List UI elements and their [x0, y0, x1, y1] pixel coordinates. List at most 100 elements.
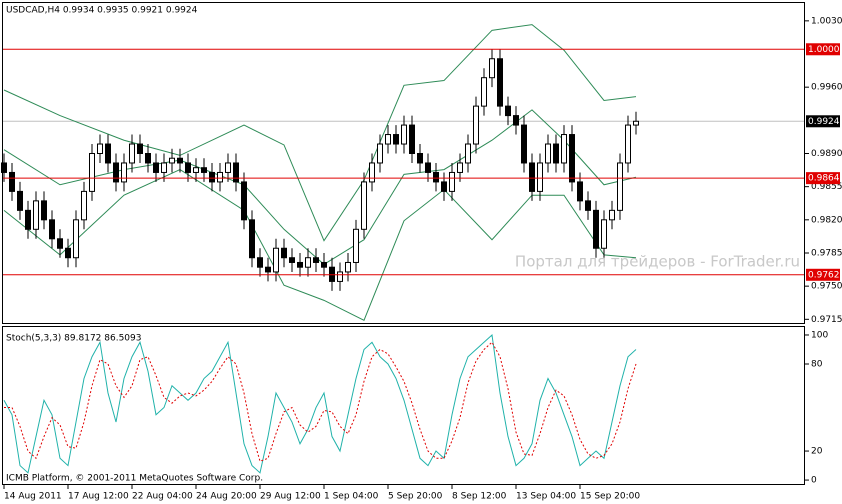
candle-body [233, 162, 239, 183]
candle-body [625, 124, 631, 164]
candle-body [457, 162, 463, 173]
candle-body [609, 209, 615, 221]
candle-body [321, 261, 327, 268]
y-tick-label: 0.9820 [811, 215, 842, 225]
candle-body [313, 257, 319, 263]
y-tick-label: 1.0030 [811, 16, 842, 26]
candle-body [369, 162, 375, 183]
candle-body [89, 152, 95, 192]
candle-body [33, 200, 39, 230]
candle-body [185, 162, 191, 173]
candle-body [529, 162, 535, 192]
candle-body [585, 200, 591, 211]
candle-body [401, 124, 407, 145]
candle-body [361, 181, 367, 230]
x-tick-label: 15 Sep 20:00 [580, 492, 640, 502]
candle-body [305, 257, 311, 268]
candle-body [601, 219, 607, 249]
x-tick-label: 13 Sep 04:00 [516, 492, 576, 502]
candle-body [273, 247, 279, 273]
x-tick-label: 8 Sep 12:00 [452, 492, 507, 502]
candle-body [569, 134, 575, 183]
x-tick-label: 22 Aug 04:00 [132, 492, 193, 502]
level-label: 1.0000 [808, 45, 840, 55]
band-line [3, 109, 637, 265]
candle-body [129, 143, 135, 164]
candle-body [193, 167, 199, 173]
y-tick-label: 0.9715 [811, 315, 842, 325]
candle-body [425, 162, 431, 173]
candle-body [409, 124, 415, 154]
candle-body [153, 162, 159, 173]
candle-body [473, 105, 479, 145]
candle-body [97, 143, 103, 154]
y-tick-label: 80 [811, 359, 823, 369]
candle-body [225, 162, 231, 173]
candle-body [257, 257, 263, 268]
y-tick-label: 0.9960 [811, 83, 842, 93]
candle-body [265, 266, 271, 273]
level-label: 0.9762 [808, 270, 840, 280]
candle-body [49, 219, 55, 240]
candle-body [57, 238, 63, 249]
candle-body [417, 152, 423, 164]
candle-body [1, 162, 7, 173]
chart-title: USDCAD,H4 0.9934 0.9935 0.9921 0.9924 [6, 6, 198, 16]
candle-body [593, 209, 599, 249]
candle-body [73, 219, 79, 259]
indicator-title: Stoch(5,3,3) 89.8172 86.5093 [6, 334, 141, 344]
candle-body [537, 162, 543, 192]
candle-body [25, 209, 31, 230]
last-price-label: 0.9924 [808, 117, 840, 127]
candle-body [41, 200, 47, 221]
candle-body [137, 143, 143, 154]
watermark: Портал для трейдеров - ForTrader.ru [515, 253, 800, 271]
candle-body [113, 162, 119, 183]
candle-body [105, 143, 111, 164]
level-label-box [806, 43, 840, 56]
level-label-box [806, 268, 840, 281]
x-tick-label: 1 Sep 04:00 [324, 492, 379, 502]
candle-body [209, 171, 215, 183]
candle-body [433, 171, 439, 183]
candle-body [201, 167, 207, 173]
candle-body [513, 115, 519, 126]
candle-body [241, 181, 247, 221]
candle-body [81, 190, 87, 221]
candle-body [449, 171, 455, 192]
candle-body [177, 157, 183, 164]
candle-body [633, 120, 639, 126]
candle-body [161, 162, 167, 173]
y-tick-label: 0.9785 [811, 248, 842, 258]
y-tick-label: 0.9750 [811, 282, 842, 292]
level-label-box [806, 172, 840, 185]
x-tick-label: 24 Aug 20:00 [196, 492, 257, 502]
candle-body [17, 190, 23, 211]
candle-body [281, 247, 287, 259]
footer: ICMB Platform, © 2001-2011 MetaQuotes So… [6, 474, 263, 484]
stoch-line [3, 333, 637, 474]
candle-body [553, 143, 559, 164]
candle-body [289, 257, 295, 263]
candle-body [121, 162, 127, 183]
candle-body [577, 181, 583, 202]
candle-body [217, 171, 223, 183]
x-tick-label: 14 Aug 2011 [4, 492, 62, 502]
candle-body [545, 143, 551, 164]
candle-body [393, 134, 399, 145]
x-tick-label: 29 Aug 12:00 [260, 492, 321, 502]
candle-body [441, 181, 447, 192]
last-price-box [806, 115, 840, 128]
candle-body [353, 228, 359, 263]
y-tick-label: 0.9855 [811, 182, 842, 192]
candle-body [465, 143, 471, 164]
candle-body [521, 124, 527, 164]
candle-body [385, 134, 391, 145]
level-label: 0.9864 [808, 174, 840, 184]
candle-body [345, 261, 351, 273]
candle-body [377, 143, 383, 164]
x-tick-label: 17 Aug 12:00 [68, 492, 129, 502]
candle-body [169, 157, 175, 164]
candle-body [617, 162, 623, 211]
